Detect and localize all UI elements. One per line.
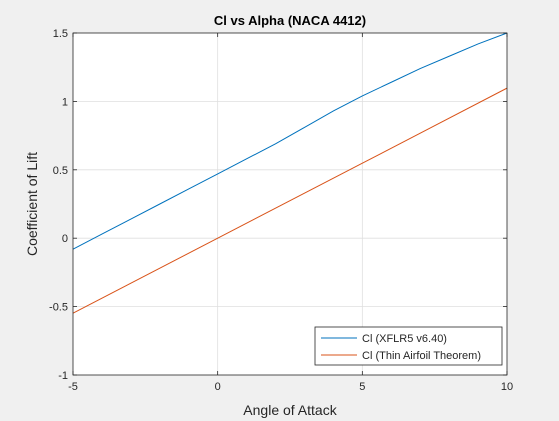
y-axis-label: Coefficient of Lift [24, 152, 40, 256]
y-tick-label: 0.5 [53, 165, 68, 177]
plot-area [73, 33, 507, 375]
y-tick-label: 1 [62, 96, 68, 108]
x-tick-label: -5 [68, 381, 78, 393]
y-tick-label: -1 [58, 370, 68, 382]
series-line-thin-airfoil [72, 87, 508, 314]
ticks: -5 0 5 10 -1 -0.5 0 0.5 1 1.5 [49, 28, 513, 393]
x-tick-label: 0 [215, 381, 221, 393]
series-lines [72, 32, 508, 314]
legend[interactable]: Cl (XFLR5 v6.40) Cl (Thin Airfoil Theore… [314, 326, 503, 366]
x-axis-label: Angle of Attack [243, 402, 337, 418]
chart-title: Cl vs Alpha (NACA 4412) [214, 13, 366, 28]
y-tick-label: 0 [62, 233, 68, 245]
legend-entry-thin-airfoil: Cl (Thin Airfoil Theorem) [362, 350, 481, 362]
x-tick-label: 5 [359, 381, 365, 393]
y-tick-label: 1.5 [53, 28, 68, 40]
axes-frame [72, 32, 508, 376]
grid-lines [73, 33, 507, 375]
x-tick-label: 10 [501, 381, 513, 393]
y-tick-label: -0.5 [49, 302, 68, 314]
series-line-xflr5 [72, 32, 508, 250]
legend-box [314, 326, 503, 366]
legend-entry-xflr5: Cl (XFLR5 v6.40) [362, 333, 447, 345]
